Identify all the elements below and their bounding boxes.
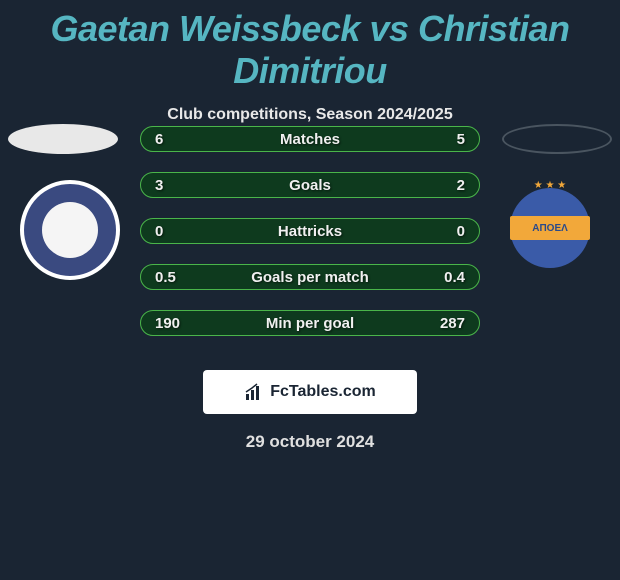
stat-left-value: 6 <box>155 131 163 148</box>
stat-row: 0.5 Goals per match 0.4 <box>140 264 480 290</box>
apollon-logo <box>20 180 120 280</box>
apollon-logo-inner <box>42 202 98 258</box>
stat-left-value: 0 <box>155 223 163 240</box>
stat-row: 3 Goals 2 <box>140 172 480 198</box>
stat-left-value: 0.5 <box>155 269 176 286</box>
club-badge-left <box>20 180 120 266</box>
footer-wrap: FcTables.com 29 october 2024 <box>0 350 620 452</box>
player-right-silhouette <box>502 124 612 154</box>
stat-row: 6 Matches 5 <box>140 126 480 152</box>
brand-text: FcTables.com <box>270 383 376 401</box>
stats-container: 6 Matches 5 3 Goals 2 0 Hattricks 0 0.5 … <box>140 126 480 356</box>
brand-badge: FcTables.com <box>203 370 417 414</box>
stat-label: Goals per match <box>251 269 369 286</box>
stat-right-value: 0.4 <box>444 269 465 286</box>
stat-right-value: 5 <box>457 131 465 148</box>
apoel-band-label: ΑΠΟΕΛ <box>510 216 590 240</box>
stat-left-value: 3 <box>155 177 163 194</box>
stat-row: 0 Hattricks 0 <box>140 218 480 244</box>
player-left-silhouette <box>8 124 118 154</box>
stat-row: 190 Min per goal 287 <box>140 310 480 336</box>
stat-label: Goals <box>289 177 331 194</box>
apoel-logo: ★ ★ ★ ΑΠΟΕΛ <box>500 188 600 268</box>
club-badge-right: ★ ★ ★ ΑΠΟΕΛ <box>500 180 600 266</box>
stat-right-value: 0 <box>457 223 465 240</box>
stat-label: Hattricks <box>278 223 342 240</box>
chart-icon <box>244 382 264 402</box>
stat-label: Min per goal <box>266 315 354 332</box>
stat-label: Matches <box>280 131 340 148</box>
date-text: 29 october 2024 <box>0 432 620 452</box>
subtitle: Club competitions, Season 2024/2025 <box>0 106 620 124</box>
stat-right-value: 2 <box>457 177 465 194</box>
apoel-logo-circle: ΑΠΟΕΛ <box>510 188 590 268</box>
page-title: Gaetan Weissbeck vs Christian Dimitriou <box>0 0 620 92</box>
stat-right-value: 287 <box>440 315 465 332</box>
stat-left-value: 190 <box>155 315 180 332</box>
